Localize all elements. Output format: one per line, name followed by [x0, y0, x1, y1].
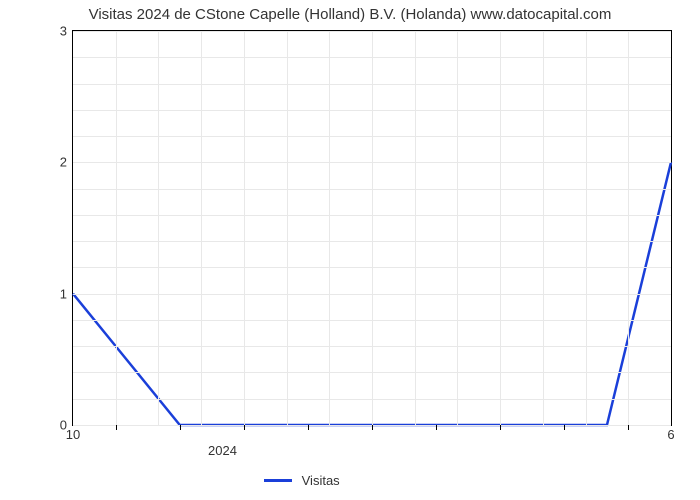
- x-tick: [372, 425, 373, 430]
- x-tick: [116, 425, 117, 430]
- y-tick-label: 1: [60, 286, 73, 301]
- y-tick-label: 2: [60, 155, 73, 170]
- grid-line-vertical: [543, 31, 544, 425]
- x-right-label: 6: [667, 425, 674, 442]
- chart-title: Visitas 2024 de CStone Capelle (Holland)…: [0, 6, 700, 23]
- grid-line-vertical: [201, 31, 202, 425]
- y-tick-label: 3: [60, 24, 73, 39]
- x-tick: [308, 425, 309, 430]
- x-tick: [180, 425, 181, 430]
- x-tick: [564, 425, 565, 430]
- plot-area: 01231062024: [72, 30, 672, 426]
- grid-line-vertical: [329, 31, 330, 425]
- grid-line-vertical: [158, 31, 159, 425]
- x-tick: [244, 425, 245, 430]
- grid-line-vertical: [287, 31, 288, 425]
- x-tick: [436, 425, 437, 430]
- grid-line-vertical: [457, 31, 458, 425]
- chart-container: Visitas 2024 de CStone Capelle (Holland)…: [0, 0, 700, 500]
- grid-line-vertical: [500, 31, 501, 425]
- x-axis-label: 2024: [208, 425, 237, 458]
- x-tick: [500, 425, 501, 430]
- x-tick: [628, 425, 629, 430]
- legend-label: Visitas: [302, 473, 340, 488]
- x-left-label: 10: [66, 425, 80, 442]
- legend: Visitas: [264, 472, 340, 488]
- grid-line-vertical: [628, 31, 629, 425]
- grid-line-vertical: [415, 31, 416, 425]
- grid-line-vertical: [586, 31, 587, 425]
- legend-swatch: [264, 479, 292, 482]
- grid-line-vertical: [116, 31, 117, 425]
- grid-line-vertical: [372, 31, 373, 425]
- grid-line-vertical: [244, 31, 245, 425]
